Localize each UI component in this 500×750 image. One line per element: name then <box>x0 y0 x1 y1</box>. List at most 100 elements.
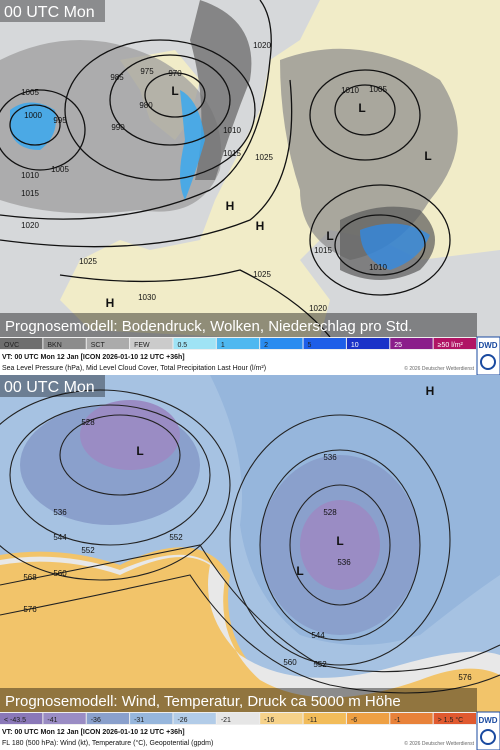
contour-label: 560 <box>53 569 67 578</box>
legend-label: -11 <box>308 717 318 724</box>
contour-label: H <box>226 199 235 213</box>
contour-label: 975 <box>140 67 154 76</box>
contour-label: 536 <box>323 453 337 462</box>
contour-label: H <box>256 219 265 233</box>
contour-label: 990 <box>111 123 125 132</box>
contour-label: 1020 <box>309 304 327 313</box>
legend-swatch <box>390 338 433 349</box>
legend-label: -6 <box>351 717 357 724</box>
legend-label: 2 <box>264 342 268 349</box>
legend-label: -36 <box>91 717 101 724</box>
legend-label: BKN <box>47 342 61 349</box>
description: FL 180 (500 hPa): Wind (kt), Temperature… <box>2 739 213 747</box>
caption-bg <box>0 688 477 712</box>
copyright: © 2026 Deutscher Wetterdienst <box>404 740 474 747</box>
contour-label: 970 <box>168 69 182 78</box>
upper-air-map-panel: 528 536 544 552 560 568 576 552 536 528 536 544 552 5… <box>0 375 500 750</box>
contour-label: 528 <box>323 508 337 517</box>
contour-label: 985 <box>110 73 124 82</box>
legend-label: 0.5 <box>177 342 187 349</box>
contour-label: 1010 <box>223 126 241 135</box>
caption: Prognosemodell: Wind, Temperatur, Druck … <box>5 693 401 710</box>
contour-label: L <box>336 534 343 548</box>
contour-label: 552 <box>81 546 95 555</box>
legend-swatch <box>43 338 86 349</box>
legend-swatch <box>130 713 173 724</box>
legend-label: FEW <box>134 342 150 349</box>
legend-swatch <box>43 713 86 724</box>
legend-label: -41 <box>47 717 57 724</box>
contour-label: L <box>358 101 365 115</box>
legend-swatch <box>173 713 216 724</box>
legend-label: 25 <box>394 342 402 349</box>
legend-swatch <box>390 713 433 724</box>
contour-label: 536 <box>337 558 351 567</box>
contour-label: 1015 <box>223 149 241 158</box>
contour-label: 1015 <box>314 246 332 255</box>
contour-label: 552 <box>313 660 327 669</box>
contour-label: 1025 <box>79 257 97 266</box>
legend-swatch <box>0 713 43 724</box>
contour-label: L <box>136 444 143 458</box>
contour-label: L <box>296 564 303 578</box>
caption-bg <box>0 313 477 337</box>
time-label: 00 UTC Mon <box>4 379 95 396</box>
legend-label: OVC <box>4 342 19 349</box>
contour-label: 1005 <box>21 88 39 97</box>
contour-label: 980 <box>139 101 153 110</box>
valid-time: VT: 00 UTC Mon 12 Jan [ICON 2026-01-10 1… <box>2 729 185 736</box>
description: Sea Level Pressure (hPa), Mid Level Clou… <box>2 365 266 372</box>
time-label-bg <box>0 0 105 22</box>
contour-label: H <box>106 296 115 310</box>
caption: Prognosemodell: Bodendruck, Wolken, Nied… <box>5 318 412 335</box>
time-label: 00 UTC Mon <box>4 4 95 21</box>
contour-label: 1010 <box>341 86 359 95</box>
contour-label: 995 <box>53 116 67 125</box>
contour-label: 1020 <box>21 221 39 230</box>
legend-label: -21 <box>221 717 231 724</box>
legend-swatch <box>86 713 130 724</box>
legend-swatch <box>173 338 216 349</box>
legend-label: 5 <box>308 342 312 349</box>
legend-label: 10 <box>351 342 359 349</box>
contour-label: H <box>426 384 435 398</box>
logo: DWD <box>478 341 497 350</box>
legend-swatch <box>260 338 303 349</box>
contour-label: 544 <box>311 631 325 640</box>
contour-label: 1000 <box>24 111 42 120</box>
contour-label: 1005 <box>369 85 387 94</box>
legend-swatch <box>346 713 390 724</box>
legend-label: ≥50 l/m² <box>438 342 464 349</box>
contour-label: L <box>171 84 178 98</box>
legend-swatch <box>346 338 390 349</box>
legend-swatch <box>216 713 260 724</box>
legend-swatch <box>86 338 130 349</box>
contour-label: 1010 <box>21 171 39 180</box>
legend-label: -16 <box>264 717 274 724</box>
legend-swatch <box>303 338 346 349</box>
contour-label: 528 <box>81 418 95 427</box>
valid-time: VT: 00 UTC Mon 12 Jan [ICON 2026-01-10 1… <box>2 354 185 361</box>
contour-label: L <box>326 229 333 243</box>
contour-label: L <box>424 149 431 163</box>
legend-label: < -43.5 <box>4 717 26 724</box>
contour-label: 544 <box>53 533 67 542</box>
contour-label: 576 <box>23 605 37 614</box>
contour-label: 1015 <box>21 189 39 198</box>
contour-label: 536 <box>53 508 67 517</box>
logo: DWD <box>478 716 497 725</box>
contour-label: 1020 <box>253 41 271 50</box>
legend-swatch <box>130 338 173 349</box>
copyright: © 2026 Deutscher Wetterdienst <box>404 365 474 372</box>
legend-swatch <box>0 338 43 349</box>
legend-label: > 1.5 °C <box>438 716 464 724</box>
legend-swatch <box>433 338 476 349</box>
legend-swatch <box>433 713 476 724</box>
contour-label: 568 <box>23 573 37 582</box>
contour-label: 1025 <box>253 270 271 279</box>
contour-label: 576 <box>458 673 472 682</box>
contour-label: 1010 <box>369 263 387 272</box>
legend-swatch <box>216 338 260 349</box>
time-label-bg <box>0 375 105 397</box>
